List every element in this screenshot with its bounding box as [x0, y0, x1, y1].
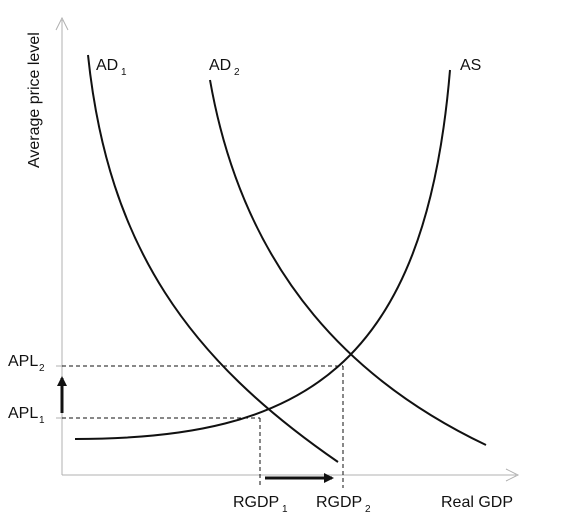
- svg-text:1: 1: [282, 504, 288, 515]
- svg-text:APL: APL: [8, 353, 38, 370]
- svg-text:2: 2: [234, 67, 240, 78]
- apl2-label: APL 2: [8, 353, 45, 374]
- svg-text:AD: AD: [96, 57, 118, 74]
- ad2-label: AD 2: [209, 57, 240, 78]
- x-axis-title: Real GDP: [441, 494, 513, 511]
- ad2-curve: [209, 79, 487, 446]
- as-label: AS: [460, 57, 481, 74]
- as-curve: [74, 69, 451, 440]
- ad1-label: AD 1: [96, 57, 127, 78]
- svg-text:2: 2: [365, 504, 371, 515]
- svg-text:2: 2: [39, 363, 45, 374]
- x-axis-arrow: [505, 468, 520, 482]
- apl1-label: APL 1: [8, 405, 45, 426]
- svg-text:AS: AS: [460, 57, 481, 74]
- rgdp2-label: RGDP 2: [316, 494, 371, 515]
- svg-text:1: 1: [39, 415, 45, 426]
- rgdp1-label: RGDP 1: [233, 494, 288, 515]
- svg-text:RGDP: RGDP: [233, 494, 279, 511]
- ad1-curve: [87, 54, 339, 463]
- svg-text:APL: APL: [8, 405, 38, 422]
- svg-text:1: 1: [121, 67, 127, 78]
- svg-text:AD: AD: [209, 57, 231, 74]
- y-axis-title: Average price level: [26, 32, 43, 168]
- y-axis-arrow: [55, 16, 69, 31]
- svg-text:RGDP: RGDP: [316, 494, 362, 511]
